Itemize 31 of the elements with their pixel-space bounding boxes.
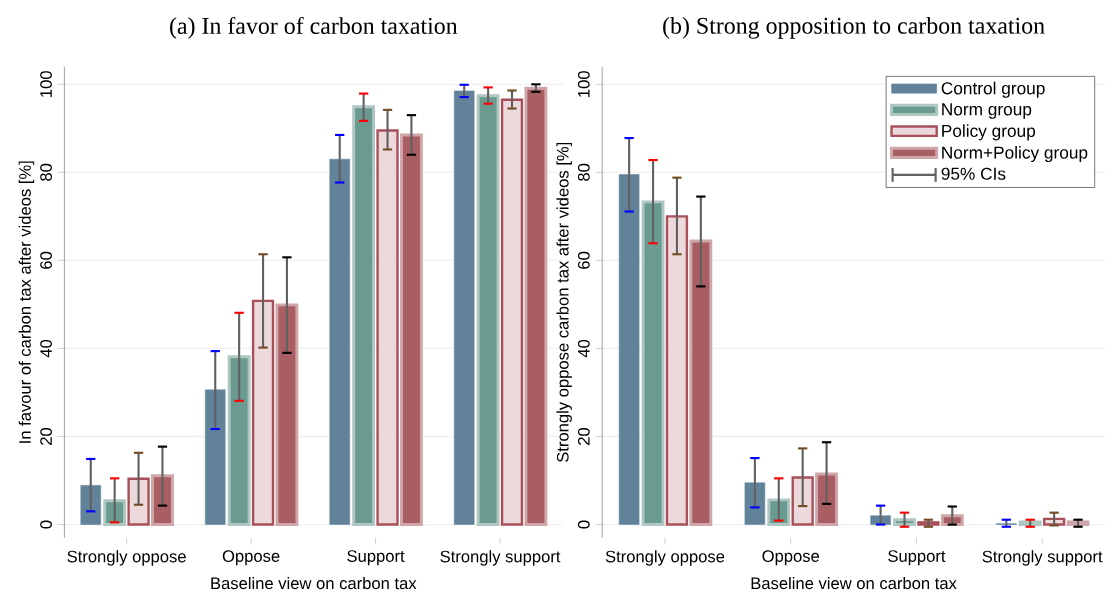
x-axis-title: Baseline view on carbon tax	[211, 576, 417, 589]
y-tick-label: 60	[577, 251, 590, 269]
annotation: 95% CIs	[941, 167, 1006, 180]
legend-label: Norm+Policy group	[942, 145, 1088, 162]
y-tick-label: 0	[577, 520, 590, 529]
chart-title: (b) Strong opposition to carbon taxation	[663, 16, 1045, 39]
y-tick-label: 100	[40, 70, 52, 97]
chart-title: (a) In favor of carbon taxation	[170, 16, 458, 39]
y-axis-title: In favour of carbon tax after videos [%]	[18, 161, 35, 443]
x-tick-label: Support	[888, 549, 946, 565]
y-tick-label: 20	[40, 427, 52, 445]
y-tick-label: 40	[40, 339, 52, 358]
y-tick-label: 40	[577, 339, 590, 358]
y-axis-title: Strongly oppose carbon tax after videos [%]	[556, 142, 572, 462]
y-tick-label: 20	[577, 427, 590, 445]
x-tick-label: Strongly oppose	[67, 549, 186, 566]
x-tick-label: Oppose	[222, 549, 280, 565]
y-tick-label: 100	[577, 70, 590, 97]
x-tick-label: Strongly support	[440, 549, 561, 566]
y-tick-label: 80	[40, 163, 52, 181]
y-tick-label: 60	[40, 251, 52, 269]
x-tick-label: Strongly oppose	[605, 549, 725, 566]
legend-label: Control group	[941, 81, 1045, 98]
x-tick-label: Oppose	[762, 549, 820, 565]
y-tick-label: 0	[40, 520, 52, 529]
x-axis-title: Baseline view on carbon tax	[751, 576, 957, 589]
x-tick-label: Strongly support	[982, 549, 1103, 566]
legend-label: Policy group	[942, 124, 1036, 141]
legend-label: Norm group	[942, 103, 1032, 119]
x-tick-label: Support	[347, 549, 405, 565]
y-tick-label: 80	[577, 163, 590, 181]
